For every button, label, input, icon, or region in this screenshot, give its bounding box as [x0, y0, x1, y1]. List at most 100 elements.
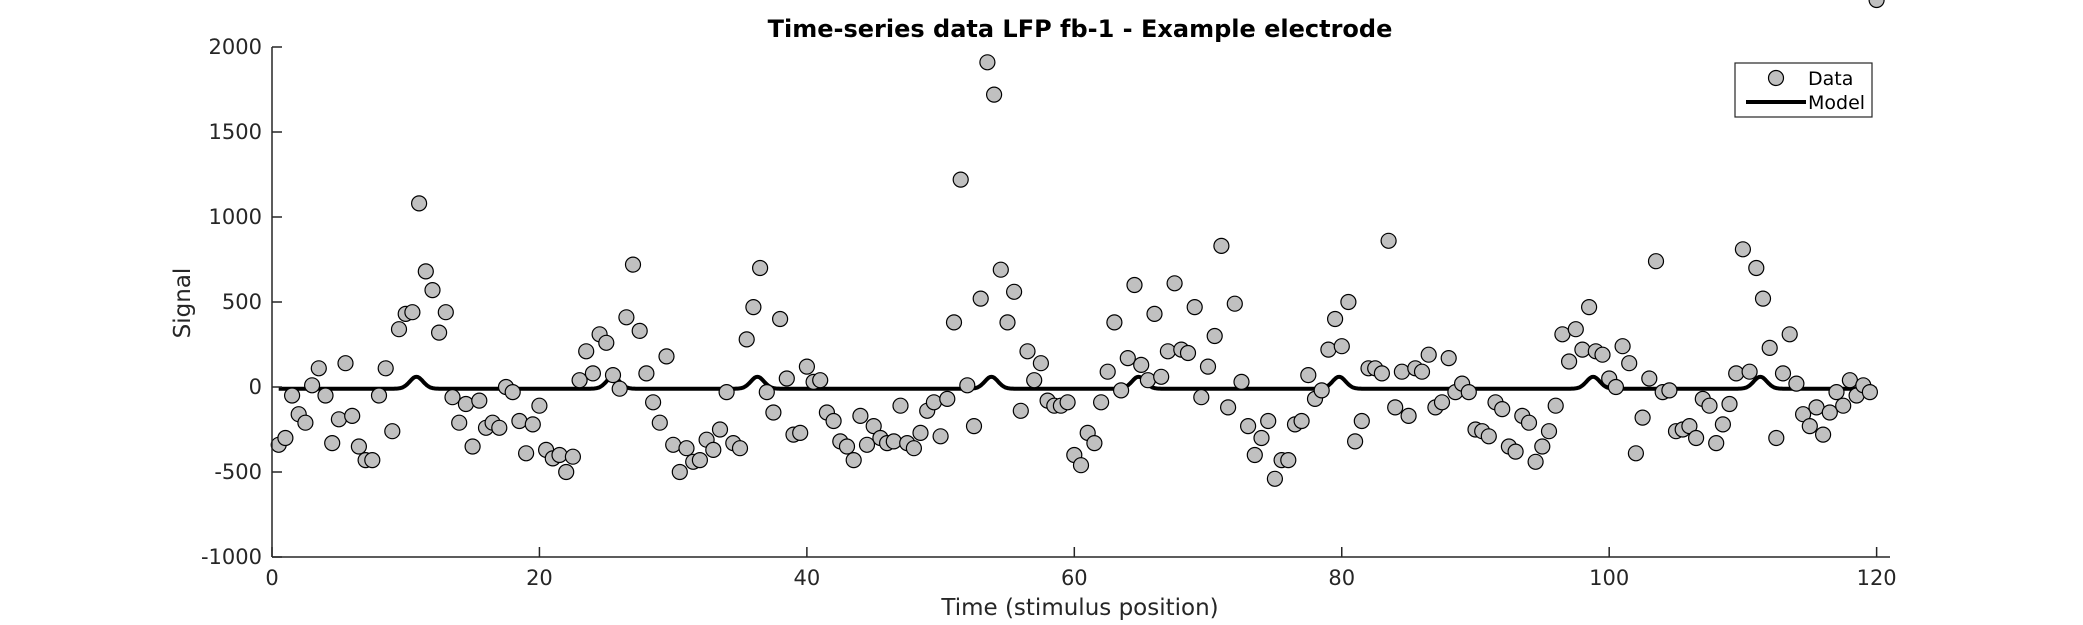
- data-point: [1260, 412, 1277, 430]
- data-point: [1239, 418, 1257, 435]
- x-tick-label: 40: [794, 566, 821, 590]
- data-point: [798, 358, 816, 375]
- data-point: [1313, 382, 1330, 399]
- data-point: [1179, 344, 1197, 362]
- data-point: [1734, 241, 1752, 258]
- data-point: [678, 440, 695, 457]
- data-point: [1460, 384, 1477, 401]
- y-tick-label: -1000: [201, 545, 262, 569]
- data-point: [1754, 290, 1772, 307]
- data-point: [1768, 429, 1785, 447]
- data-point: [1821, 404, 1838, 421]
- x-tick-label: 20: [526, 566, 553, 590]
- y-tick-label: 1000: [209, 205, 262, 229]
- data-point: [852, 407, 869, 424]
- data-point: [1193, 389, 1210, 406]
- data-point: [1092, 394, 1110, 411]
- data-point: [945, 314, 963, 331]
- data-point: [531, 397, 548, 414]
- data-point: [905, 440, 923, 457]
- data-point: [858, 436, 876, 453]
- data-point: [965, 418, 983, 435]
- data-point: [491, 419, 508, 436]
- data-point: [691, 452, 709, 469]
- data-point: [1567, 321, 1584, 338]
- data-point: [1687, 429, 1705, 447]
- data-point: [1728, 365, 1745, 382]
- chart-title: Time-series data LFP fb-1 - Example elec…: [768, 15, 1393, 43]
- data-point: [1701, 397, 1718, 414]
- data-point: [1507, 443, 1524, 460]
- data-point: [1868, 0, 1885, 9]
- data-point: [310, 360, 327, 377]
- data-point: [1748, 259, 1765, 277]
- legend: Data Model: [1734, 62, 1873, 118]
- data-point: [464, 438, 481, 455]
- data-point: [1721, 395, 1738, 413]
- data-point: [1614, 338, 1631, 355]
- data-point: [718, 384, 735, 401]
- data-point: [1133, 356, 1150, 373]
- data-point: [999, 314, 1016, 331]
- data-point: [932, 428, 949, 445]
- x-axis-label: Time (stimulus position): [940, 595, 1218, 621]
- y-tick-label: 500: [222, 290, 262, 314]
- data-point: [370, 387, 388, 404]
- data-point: [1153, 368, 1170, 385]
- data-point: [1661, 382, 1678, 399]
- data-point: [1634, 409, 1651, 426]
- y-tick-label: 2000: [209, 35, 262, 59]
- data-point: [457, 395, 474, 413]
- data-point: [1494, 401, 1511, 418]
- data-point: [517, 445, 535, 462]
- data-point: [1520, 414, 1538, 431]
- data-point: [504, 384, 521, 401]
- data-point: [1206, 327, 1223, 345]
- data-point: [344, 407, 361, 424]
- data-point: [384, 423, 401, 440]
- legend-data-label: Data: [1808, 68, 1853, 90]
- data-point: [1340, 293, 1357, 311]
- y-tick-label: 1500: [209, 120, 262, 144]
- data-point: [705, 441, 722, 458]
- data-point: [324, 435, 341, 452]
- data-point: [825, 412, 842, 430]
- legend-box: [1734, 62, 1873, 118]
- data-point: [1560, 353, 1578, 370]
- data-point: [671, 463, 688, 481]
- data-point: [731, 440, 749, 457]
- data-point: [885, 433, 902, 450]
- y-tick-label: 0: [249, 375, 262, 399]
- data-point: [1480, 428, 1497, 445]
- data-point: [1166, 275, 1183, 292]
- data-point: [1233, 373, 1250, 390]
- data-point: [1373, 365, 1391, 382]
- data-point: [584, 365, 602, 382]
- data-point: [1393, 363, 1411, 380]
- data-point: [792, 424, 809, 441]
- data-point: [1253, 429, 1270, 447]
- data-point: [598, 334, 615, 351]
- data-point: [1554, 326, 1571, 343]
- data-point: [985, 86, 1003, 103]
- data-point: [1714, 416, 1732, 433]
- data-point: [972, 290, 989, 307]
- data-point: [277, 429, 294, 447]
- y-tick-label: -500: [214, 460, 262, 484]
- data-point: [838, 438, 856, 455]
- x-tick-label: 100: [1589, 566, 1629, 590]
- data-point: [404, 304, 421, 321]
- data-point: [1774, 365, 1792, 382]
- data-point: [1246, 446, 1263, 464]
- data-point: [1540, 423, 1558, 440]
- data-point: [390, 321, 408, 338]
- data-point: [1219, 399, 1237, 416]
- data-point: [1828, 384, 1845, 401]
- data-point: [758, 384, 775, 401]
- data-point: [1159, 343, 1177, 360]
- data-point: [578, 343, 595, 360]
- data-point: [1353, 412, 1370, 430]
- data-point: [892, 397, 909, 414]
- data-point: [1708, 435, 1725, 452]
- data-point: [1026, 372, 1043, 389]
